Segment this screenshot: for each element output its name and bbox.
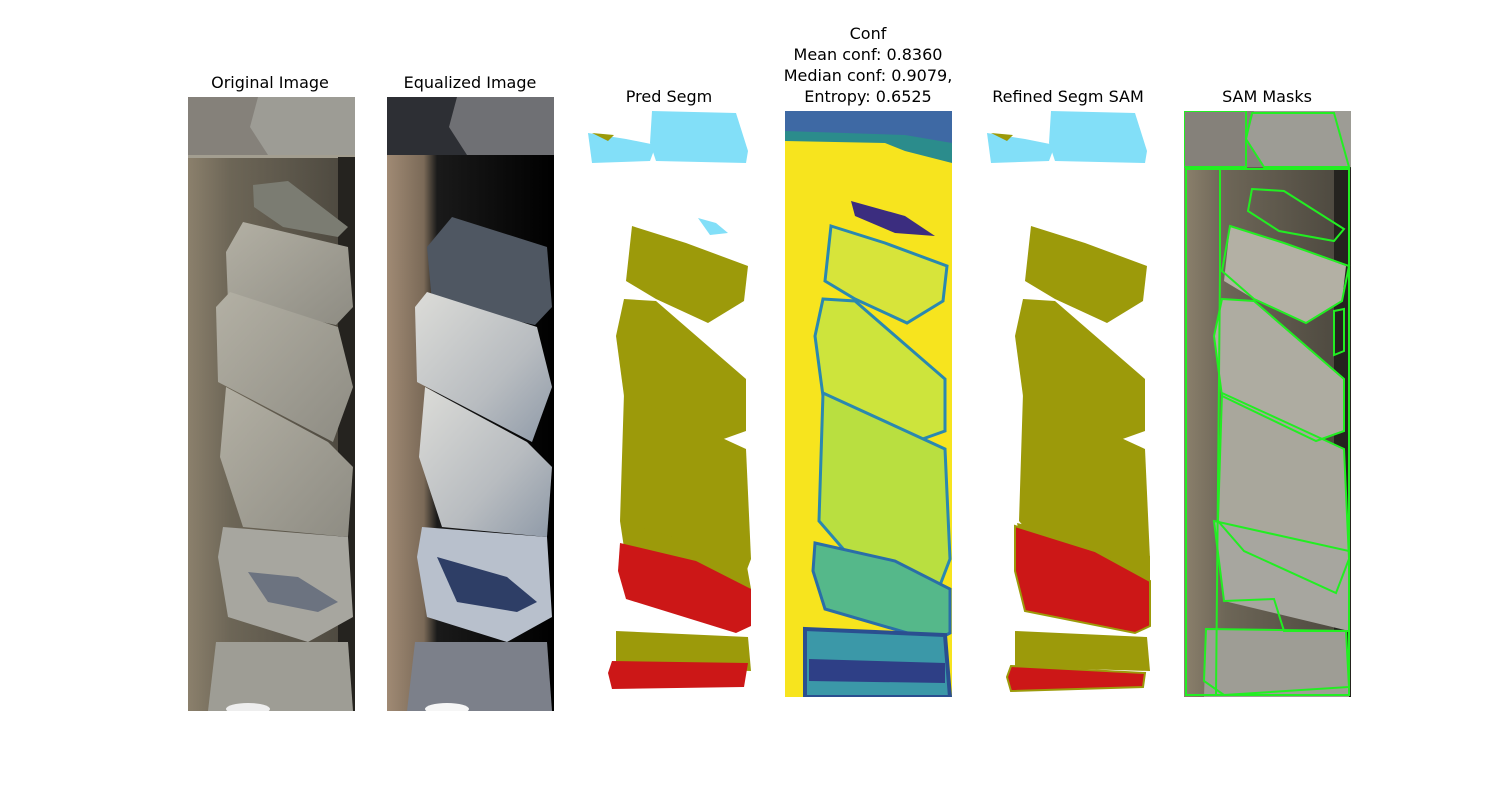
panel-title-refined: Refined Segm SAM [992, 87, 1144, 106]
panel-title-pred: Pred Segm [625, 87, 713, 106]
conf-heatmap [785, 111, 952, 697]
conf-title-line-3: Median conf: 0.9079, [783, 66, 953, 85]
original-image-panel [188, 97, 355, 711]
conf-title-line-1: Conf [849, 24, 887, 43]
panel-title-original: Original Image [211, 73, 329, 92]
equalized-image-panel [387, 97, 554, 711]
pred-segm-panel [586, 111, 753, 697]
refined-segm-panel [985, 111, 1152, 697]
panel-title-conf: Conf Mean conf: 0.8360 Median conf: 0.90… [784, 23, 953, 107]
pred-segm-mask [588, 111, 751, 689]
panel-title-sam: SAM Masks [1222, 87, 1312, 106]
panel-title-equalized: Equalized Image [403, 73, 537, 92]
sam-mask-outlines [1184, 111, 1351, 697]
conf-title-line-4: Entropy: 0.6525 [804, 87, 932, 106]
sam-masks-overlay [1184, 111, 1351, 697]
original-core-photo [188, 97, 355, 711]
equalized-core-photo [387, 97, 554, 711]
refined-segm-mask [987, 111, 1151, 693]
conf-map-panel [785, 111, 952, 697]
conf-title-line-2: Mean conf: 0.8360 [793, 45, 943, 64]
sam-masks-panel [1184, 111, 1351, 697]
